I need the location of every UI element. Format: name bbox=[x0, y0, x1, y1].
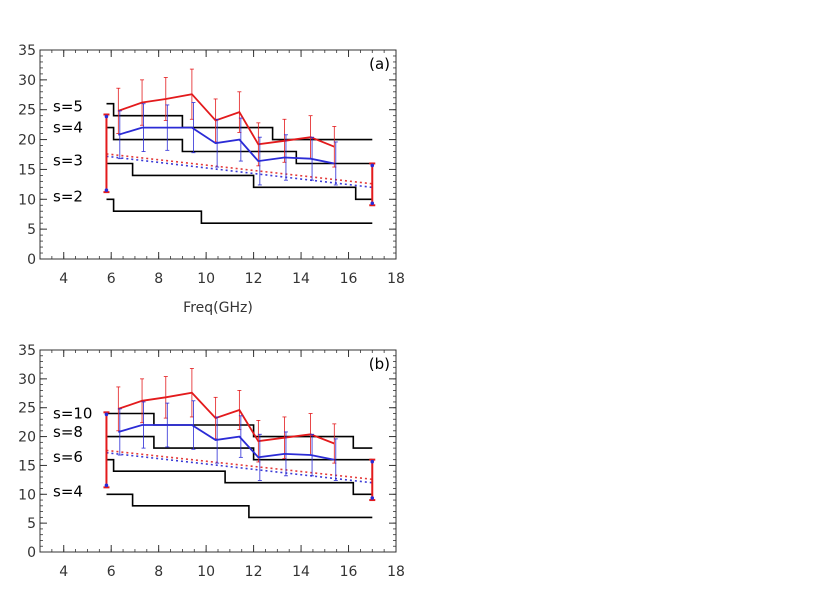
harmonic-step-line bbox=[106, 102, 373, 141]
y-tick-label: 20 bbox=[18, 430, 36, 446]
x-tick-label: 10 bbox=[197, 564, 215, 580]
x-tick-label: 16 bbox=[340, 564, 358, 580]
x-tick-label: 4 bbox=[59, 271, 68, 287]
y-tick-label: 35 bbox=[18, 343, 36, 359]
x-tick-label: 8 bbox=[154, 271, 163, 287]
harmonic-step-line bbox=[106, 493, 373, 519]
y-tick-label: 30 bbox=[18, 372, 36, 388]
y-tick-label: 25 bbox=[18, 103, 36, 119]
y-tick-label: 10 bbox=[18, 192, 36, 208]
x-tick-label: 4 bbox=[59, 564, 68, 580]
harmonic-step-line bbox=[106, 126, 373, 165]
harmonic-label: s=10 bbox=[53, 404, 92, 422]
harmonic-label: s=4 bbox=[53, 119, 83, 137]
observed-series-line bbox=[118, 391, 335, 445]
x-tick-label: 8 bbox=[154, 564, 163, 580]
y-tick-label: 5 bbox=[27, 222, 36, 238]
harmonic-label: s=3 bbox=[53, 151, 83, 169]
harmonic-label: s=4 bbox=[53, 482, 83, 500]
harmonic-step-line bbox=[106, 198, 373, 224]
harmonic-step-line bbox=[106, 458, 373, 496]
x-tick-label: 18 bbox=[387, 271, 405, 287]
x-axis-label: Freq(GHz) bbox=[183, 300, 253, 316]
chart-panel-b: 4 6 8 10 12 14 16 18 0 5 10 15 20 25 30 35 (b) s=10s=8 s=6… bbox=[18, 343, 405, 580]
harmonic-label: s=2 bbox=[53, 187, 83, 205]
x-tick-label: 12 bbox=[245, 564, 263, 580]
model-series-line bbox=[118, 424, 335, 461]
model-series-line bbox=[118, 126, 335, 165]
plot-frame bbox=[39, 349, 397, 553]
y-tick-label: 5 bbox=[27, 516, 36, 532]
dotted-trend-line bbox=[106, 449, 373, 481]
y-tick-label: 10 bbox=[18, 487, 36, 503]
y-tick-label: 15 bbox=[18, 162, 36, 178]
range-bar-marker bbox=[104, 412, 109, 417]
y-tick-label: 15 bbox=[18, 458, 36, 474]
x-tick-label: 16 bbox=[340, 271, 358, 287]
y-tick-label: 20 bbox=[18, 133, 36, 149]
harmonic-label: s=5 bbox=[53, 98, 83, 116]
range-bar-marker bbox=[370, 163, 375, 168]
range-bar-marker bbox=[370, 459, 375, 464]
harmonic-step-line bbox=[106, 435, 373, 461]
y-tick-label: 0 bbox=[27, 545, 36, 561]
plot-frame bbox=[39, 49, 397, 260]
x-tick-label: 14 bbox=[292, 271, 310, 287]
x-tick-label: 12 bbox=[245, 271, 263, 287]
range-bar-marker bbox=[370, 201, 375, 206]
x-tick-label: 18 bbox=[387, 564, 405, 580]
x-tick-label: 14 bbox=[292, 564, 310, 580]
range-bar-marker bbox=[104, 114, 109, 119]
chart-panel-a: 4 6 8 10 12 14 16 18 0 5 10 15 20 25 30 35 Freq(GHz) (a) s… bbox=[18, 43, 405, 316]
x-tick-label: 10 bbox=[197, 271, 215, 287]
dotted-trend-line bbox=[106, 153, 373, 185]
x-tick-label: 6 bbox=[107, 271, 116, 287]
range-bar-marker bbox=[104, 483, 109, 488]
harmonic-label: s=8 bbox=[53, 423, 83, 441]
range-bar-marker bbox=[104, 188, 109, 192]
panel-label: (b) bbox=[369, 355, 390, 373]
panel-label: (a) bbox=[369, 55, 390, 73]
range-bar-marker bbox=[370, 496, 375, 500]
observed-series-line bbox=[118, 93, 335, 148]
x-tick-label: 6 bbox=[107, 564, 116, 580]
y-tick-label: 25 bbox=[18, 401, 36, 417]
harmonic-step-line bbox=[106, 162, 373, 201]
harmonic-label: s=6 bbox=[53, 448, 83, 466]
y-tick-label: 35 bbox=[18, 43, 36, 59]
y-tick-label: 0 bbox=[27, 252, 36, 268]
y-tick-label: 30 bbox=[18, 73, 36, 89]
harmonic-step-line bbox=[106, 412, 373, 449]
